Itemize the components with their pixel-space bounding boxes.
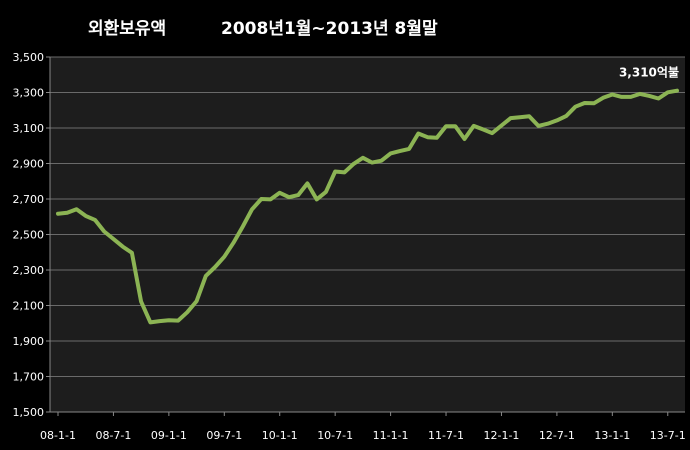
y-tick-label: 2,300 bbox=[13, 264, 45, 277]
y-tick-label: 1,900 bbox=[13, 335, 45, 348]
x-tick-label: 09-7-1 bbox=[206, 429, 242, 442]
y-tick-label: 3,500 bbox=[13, 51, 45, 64]
y-tick-label: 3,100 bbox=[13, 122, 45, 135]
x-tick-label: 13-7-1 bbox=[650, 429, 686, 442]
y-tick-label: 2,900 bbox=[13, 158, 45, 171]
x-tick-label: 11-7-1 bbox=[428, 429, 464, 442]
series-line bbox=[56, 88, 679, 325]
x-tick-label: 10-7-1 bbox=[317, 429, 353, 442]
y-tick-label: 2,100 bbox=[13, 300, 45, 313]
x-tick-label: 08-7-1 bbox=[95, 429, 131, 442]
y-tick-label: 2,700 bbox=[13, 193, 45, 206]
y-tick-label: 1,500 bbox=[13, 406, 45, 419]
y-tick-label: 2,500 bbox=[13, 229, 45, 242]
y-tick-label: 3,300 bbox=[13, 87, 45, 100]
x-tick-label: 08-1-1 bbox=[40, 429, 76, 442]
x-tick-label: 12-7-1 bbox=[539, 429, 575, 442]
chart-title: 외환보유액 2008년1월~2013년 8월말 bbox=[0, 14, 690, 44]
chart-title-main: 외환보유액 bbox=[88, 19, 167, 39]
chart-title-period: 2008년1월~2013년 8월말 bbox=[221, 19, 438, 39]
x-tick-label: 09-1-1 bbox=[151, 429, 187, 442]
x-tick-label: 11-1-1 bbox=[373, 429, 409, 442]
x-tick-label: 13-1-1 bbox=[594, 429, 630, 442]
x-tick-label: 12-1-1 bbox=[483, 429, 519, 442]
y-tick-label: 1,700 bbox=[13, 371, 45, 384]
x-tick-label: 10-1-1 bbox=[262, 429, 298, 442]
end-value-annotation: 3,310억불 bbox=[619, 66, 679, 80]
